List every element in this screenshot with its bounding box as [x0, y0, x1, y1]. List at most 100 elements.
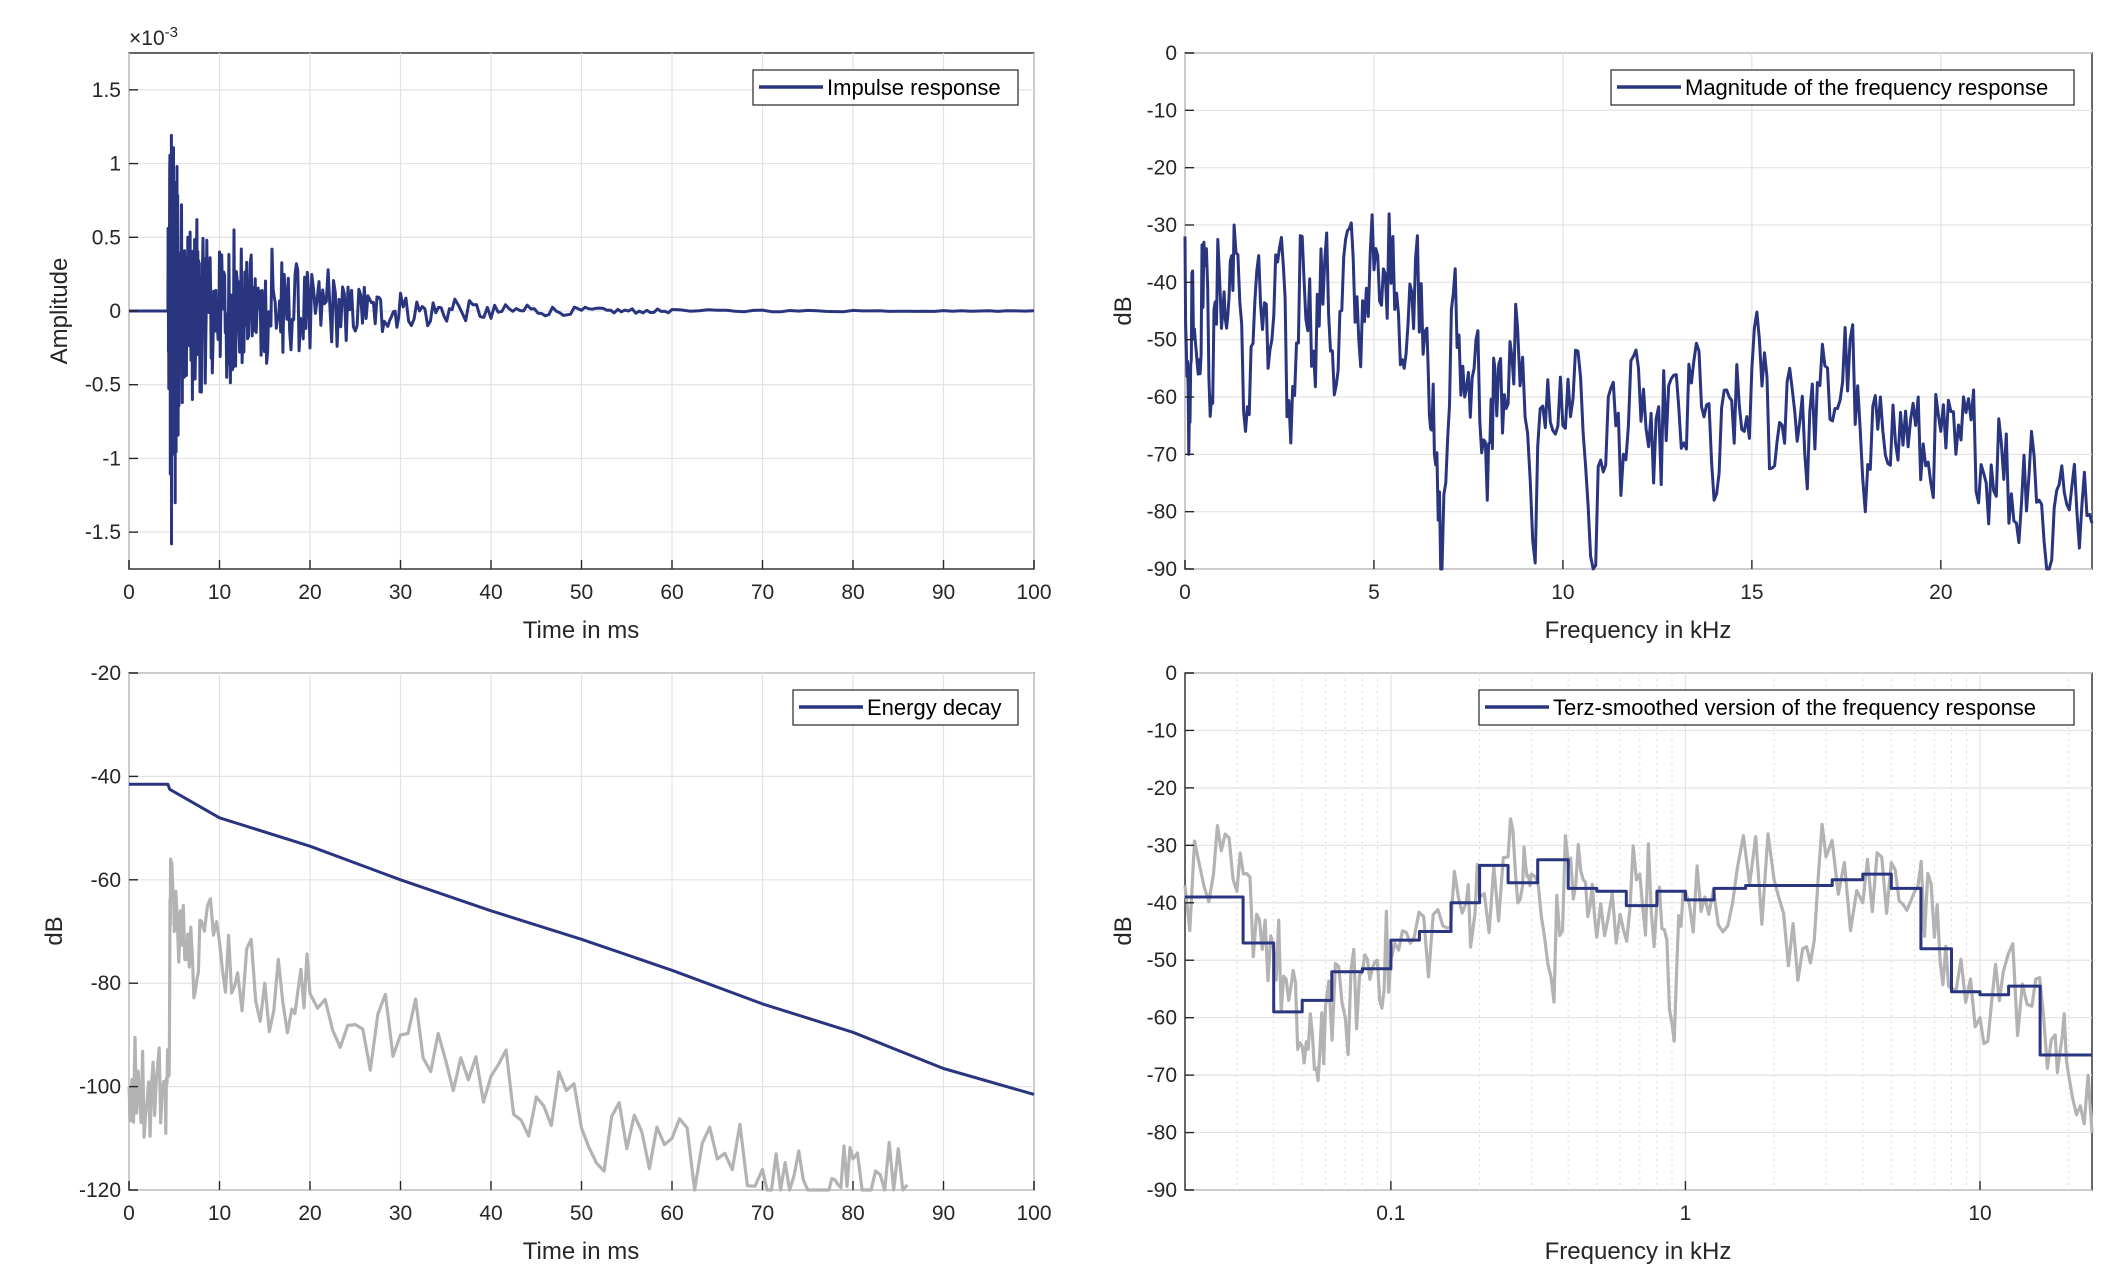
- x-tick-label: 80: [841, 581, 864, 604]
- y-tick-label: -20: [91, 662, 121, 685]
- y-tick-label: -60: [1147, 386, 1177, 409]
- y-tick-label: -70: [1147, 443, 1177, 466]
- tick-marks: [1185, 672, 1981, 1191]
- y-tick-label: -0.5: [85, 374, 121, 397]
- x-tick-label: 1: [1680, 1202, 1692, 1225]
- tick-marks: [128, 672, 1035, 1191]
- y-tick-label: 0: [109, 300, 121, 323]
- x-tick-label: 0.1: [1376, 1202, 1405, 1225]
- x-tick-label: 10: [208, 1202, 231, 1225]
- legend: Magnitude of the frequency response: [1610, 69, 2075, 106]
- y-tick-labels: -1.5 -1 -0.5 0 0.5 1 1.5: [85, 79, 121, 544]
- y-tick-label: -1: [102, 447, 121, 470]
- data-series: [127, 782, 1035, 1192]
- terz-smoothed-panel: 0.1 1 10 0 -10 -20 -30 -40 -50 -60 -70 -80 -90 Freq…: [1110, 662, 2094, 1265]
- legend-label: Magnitude of the frequency response: [1685, 75, 2048, 100]
- x-tick-label: 70: [751, 581, 774, 604]
- y-tick-label: -60: [91, 869, 121, 892]
- x-tick-label: 30: [389, 1202, 412, 1225]
- y-tick-label: -1.5: [85, 521, 121, 544]
- exponent-label: ×10-3: [129, 24, 178, 50]
- legend-label: Terz-smoothed version of the frequency r…: [1553, 695, 2036, 720]
- y-tick-label: -120: [79, 1179, 121, 1202]
- x-tick-label: 10: [1968, 1202, 1991, 1225]
- x-tick-label: 30: [389, 581, 412, 604]
- y-tick-label: -30: [1147, 214, 1177, 237]
- y-tick-label: 1.5: [92, 79, 121, 102]
- x-tick-label: 0: [123, 581, 135, 604]
- x-tick-label: 90: [932, 1202, 955, 1225]
- x-tick-label: 50: [570, 581, 593, 604]
- y-tick-labels: -20 -40 -60 -80 -100 -120: [79, 662, 121, 1202]
- y-tick-label: -50: [1147, 329, 1177, 352]
- impulse-response-panel: 0 10 20 30 40 50 60 70 80 90 100 -1.5 -1 -0.5 0 0.5 1 1.…: [46, 24, 1052, 644]
- y-tick-label: -80: [1147, 1122, 1177, 1145]
- y-tick-label: -10: [1147, 719, 1177, 742]
- y-tick-label: 1: [109, 153, 121, 176]
- gray-trace: [1183, 817, 2094, 1133]
- data-series: [1183, 817, 2094, 1133]
- x-axis-label: Frequency in kHz: [1545, 1238, 1732, 1265]
- x-tick-label: 80: [841, 1202, 864, 1225]
- gray-trace: [127, 857, 909, 1192]
- grid-lines: [1184, 52, 2092, 570]
- x-axis-label: Frequency in kHz: [1545, 617, 1732, 644]
- y-tick-label: -30: [1147, 834, 1177, 857]
- y-tick-label: -90: [1147, 1179, 1177, 1202]
- y-tick-label: -80: [91, 972, 121, 995]
- x-tick-label: 10: [1551, 581, 1574, 604]
- x-tick-labels: 0.1 1 10: [1376, 1202, 1991, 1225]
- x-tick-label: 90: [932, 581, 955, 604]
- y-axis-label: dB: [1110, 916, 1137, 945]
- magnitude-panel: 0 5 10 15 20 0 -10 -20 -30 -40 -50 -60 -70 -80 -90 Fr…: [1110, 42, 2094, 644]
- x-tick-label: 5: [1368, 581, 1380, 604]
- x-tick-labels: 0 10 20 30 40 50 60 70 80 90 100: [123, 581, 1051, 604]
- y-tick-label: -70: [1147, 1064, 1177, 1087]
- x-tick-label: 0: [1179, 581, 1191, 604]
- y-axis-label: dB: [41, 916, 68, 945]
- legend-label: Energy decay: [867, 695, 1002, 720]
- y-tick-label: -10: [1147, 99, 1177, 122]
- y-tick-label: -80: [1147, 501, 1177, 524]
- x-axis-label: Time in ms: [523, 1238, 639, 1265]
- legend: Terz-smoothed version of the frequency r…: [1478, 689, 2075, 726]
- series-line: [1185, 858, 2092, 1057]
- y-tick-label: 0: [1165, 662, 1177, 685]
- energy-decay-panel: 0 10 20 30 40 50 60 70 80 90 100 -20-40-60-80-100-…: [41, 662, 1052, 1265]
- y-tick-label: -20: [1147, 777, 1177, 800]
- y-tick-labels: 0 -10 -20 -30 -40 -50 -60 -70 -80 -90: [1147, 42, 1177, 581]
- x-tick-label: 10: [208, 581, 231, 604]
- x-tick-labels: 0 10 20 30 40 50 60 70 80 90 100: [123, 1202, 1051, 1225]
- y-tick-label: 0.5: [92, 226, 121, 249]
- legend: Impulse response: [752, 69, 1019, 106]
- y-axis-label: dB: [1110, 296, 1137, 325]
- series-line: [1183, 212, 2094, 571]
- x-tick-label: 60: [660, 581, 683, 604]
- grid-lines: [1185, 672, 2092, 1191]
- legend-label: Impulse response: [827, 75, 1001, 100]
- y-axis-label: Amplitude: [46, 258, 73, 365]
- x-tick-label: 100: [1016, 1202, 1051, 1225]
- y-tick-label: -20: [1147, 157, 1177, 180]
- x-tick-label: 40: [479, 1202, 502, 1225]
- y-tick-label: -40: [1147, 892, 1177, 915]
- x-tick-label: 20: [298, 1202, 321, 1225]
- y-tick-labels: 0 -10 -20 -30 -40 -50 -60 -70 -80 -90: [1147, 662, 1177, 1202]
- y-tick-label: -50: [1147, 949, 1177, 972]
- x-axis-label: Time in ms: [523, 617, 639, 644]
- y-tick-label: -90: [1147, 558, 1177, 581]
- x-tick-label: 40: [479, 581, 502, 604]
- legend: Energy decay: [792, 689, 1019, 726]
- legend-box: [1610, 69, 2075, 106]
- y-tick-label: -60: [1147, 1007, 1177, 1030]
- data-series: [129, 133, 1035, 546]
- legend-box: [1478, 689, 2075, 726]
- x-tick-label: 0: [123, 1202, 135, 1225]
- x-tick-label: 50: [570, 1202, 593, 1225]
- tick-marks: [1184, 52, 1942, 570]
- x-tick-label: 60: [660, 1202, 683, 1225]
- x-tick-labels: 0 5 10 15 20: [1179, 581, 1952, 604]
- y-tick-label: -40: [1147, 271, 1177, 294]
- data-series: [1183, 212, 2094, 571]
- tick-marks: [128, 89, 1035, 569]
